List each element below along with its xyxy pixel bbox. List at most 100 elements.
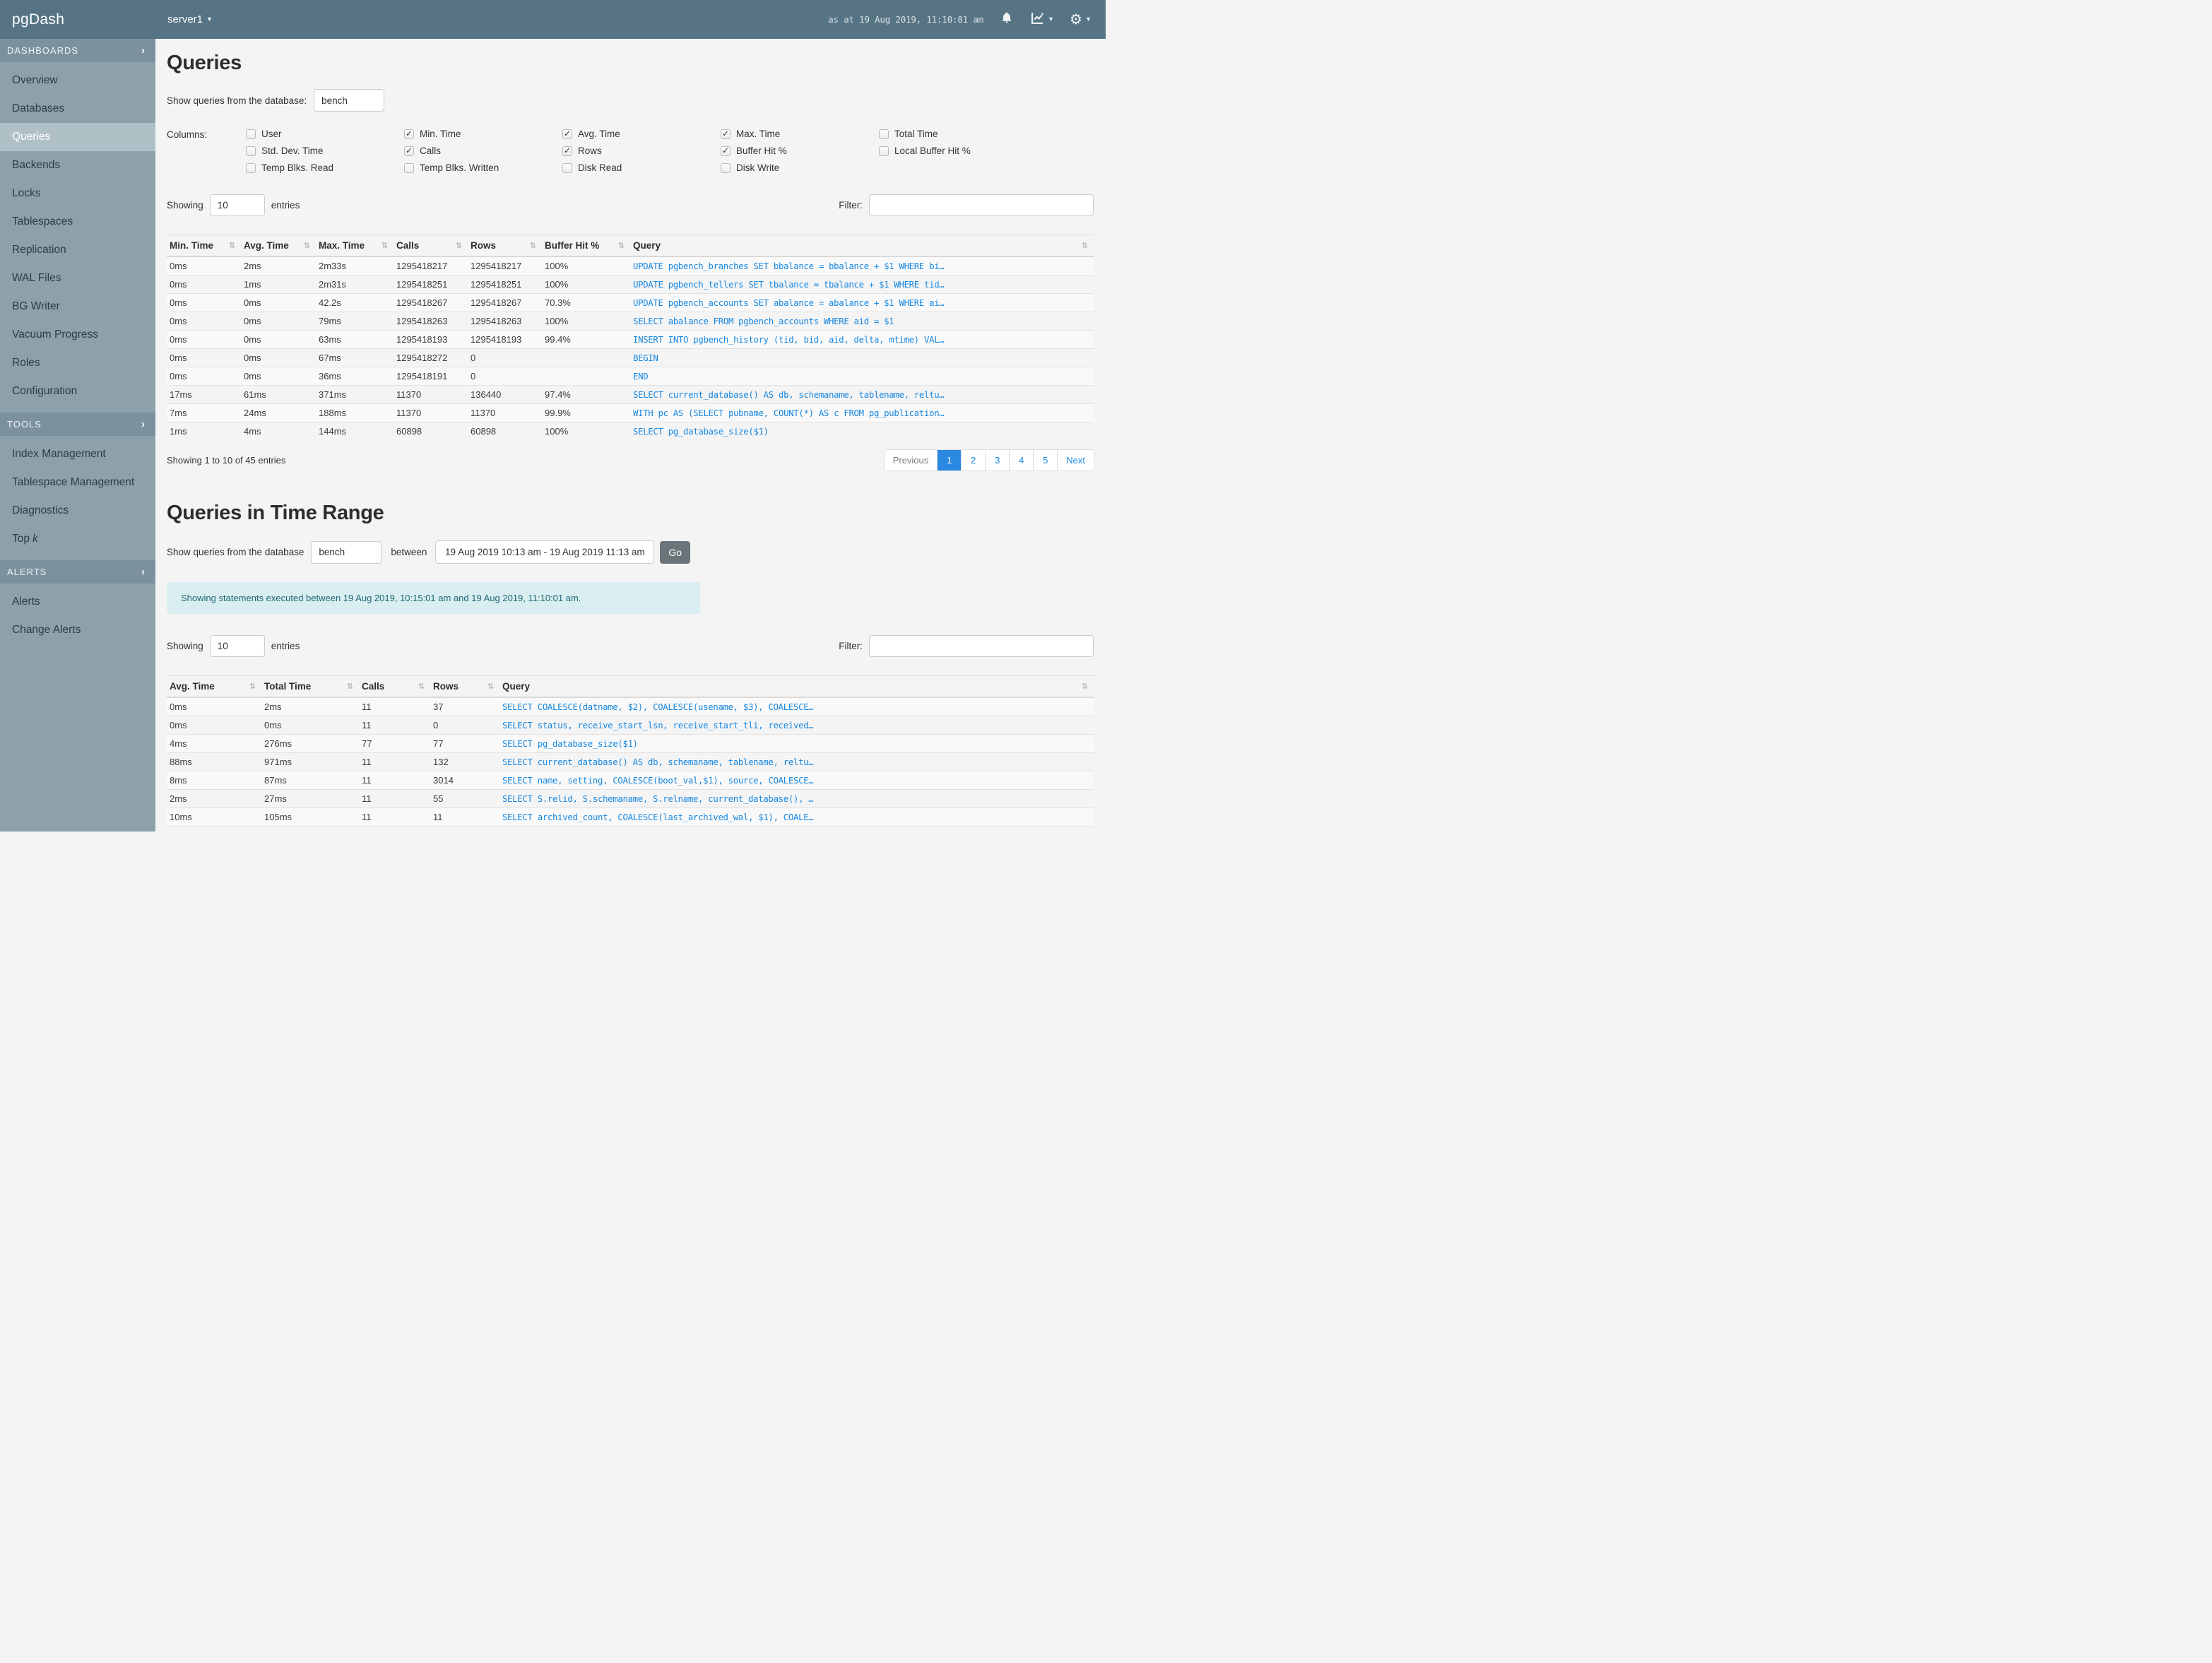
query-link[interactable]: SELECT pg_database_size($1) [502,739,638,749]
sort-icon[interactable]: ⇅ [249,682,256,691]
checkbox-unchecked-icon[interactable] [562,162,572,173]
sidebar-section-tools[interactable]: TOOLS › [0,413,155,436]
column-toggle-temp-blks-written[interactable]: Temp Blks. Written [404,162,562,173]
query-link[interactable]: UPDATE pgbench_accounts SET abalance = a… [633,298,945,308]
column-header-min-time[interactable]: Min. Time ⇅ [167,235,241,257]
column-toggle-disk-write[interactable]: Disk Write [721,162,879,173]
query-link[interactable]: SELECT archived_count, COALESCE(last_arc… [502,812,814,822]
column-toggle-rows[interactable]: Rows [562,146,721,156]
sort-icon[interactable]: ⇅ [418,682,425,691]
database-input-2[interactable] [311,540,382,564]
settings-menu-button[interactable]: ⚙ ▾ [1070,13,1090,27]
query-link[interactable]: SELECT status, receive_start_lsn, receiv… [502,721,814,730]
pagination-next[interactable]: Next [1058,450,1094,471]
sidebar-item-top-k[interactable]: Top k [12,533,38,545]
checkbox-unchecked-icon[interactable] [246,162,256,173]
checkbox-unchecked-icon[interactable] [246,129,256,139]
column-toggle-max-time[interactable]: Max. Time [721,129,879,139]
charts-menu-button[interactable]: ▾ [1030,11,1053,29]
checkbox-unchecked-icon[interactable] [879,129,889,139]
sidebar-item-queries[interactable]: Queries [0,123,155,151]
column-header-max-time[interactable]: Max. Time ⇅ [316,235,394,257]
query-link[interactable]: UPDATE pgbench_branches SET bbalance = b… [633,261,945,271]
query-link[interactable]: SELECT S.relid, S.schemaname, S.relname,… [502,794,814,804]
server-selector[interactable]: server1 ▾ [167,13,211,25]
sidebar-item-wal-files[interactable]: WAL Files [12,272,61,284]
column-toggle-avg-time[interactable]: Avg. Time [562,129,721,139]
checkbox-unchecked-icon[interactable] [404,162,414,173]
query-link[interactable]: SELECT current_database() AS db, scheman… [633,390,945,400]
query-link[interactable]: INSERT INTO pgbench_history (tid, bid, a… [633,335,945,345]
sort-icon[interactable]: ⇅ [529,242,536,250]
sidebar-item-bg-writer[interactable]: BG Writer [12,300,60,312]
filter-input[interactable] [869,194,1094,216]
query-link[interactable]: END [633,372,649,381]
pagination-page-4[interactable]: 4 [1010,450,1034,471]
sidebar-item-tablespace-management[interactable]: Tablespace Management [12,476,135,488]
checkbox-checked-icon[interactable] [562,146,572,156]
checkbox-checked-icon[interactable] [562,129,572,139]
sort-icon[interactable]: ⇅ [228,242,235,250]
column-toggle-calls[interactable]: Calls [404,146,562,156]
sidebar-section-dashboards[interactable]: DASHBOARDS › [0,39,155,62]
sort-icon[interactable]: ⇅ [346,682,353,691]
sort-icon[interactable]: ⇅ [487,682,494,691]
pagination-page-1[interactable]: 1 [938,450,962,471]
sidebar-item-databases[interactable]: Databases [12,102,65,114]
query-link[interactable]: SELECT current_database() AS db, scheman… [502,757,814,767]
pagination-page-5[interactable]: 5 [1034,450,1058,471]
checkbox-checked-icon[interactable] [721,146,731,156]
column-toggle-buffer-hit[interactable]: Buffer Hit % [721,146,879,156]
query-link[interactable]: SELECT COALESCE(datname, $2), COALESCE(u… [502,702,814,712]
sort-icon[interactable]: ⇅ [303,242,310,250]
sort-icon[interactable]: ⇅ [617,242,625,250]
column-header-calls[interactable]: Calls ⇅ [359,675,430,698]
column-toggle-disk-read[interactable]: Disk Read [562,162,721,173]
database-input[interactable] [314,89,385,112]
column-header-rows[interactable]: Rows ⇅ [430,675,499,698]
checkbox-unchecked-icon[interactable] [721,162,731,173]
sort-icon[interactable]: ⇅ [1081,682,1088,691]
query-link[interactable]: SELECT pg_database_size($1) [633,427,769,437]
entries-count-input[interactable] [209,194,265,216]
filter-input-2[interactable] [869,635,1094,657]
sort-icon[interactable]: ⇅ [455,242,462,250]
column-toggle-total-time[interactable]: Total Time [879,129,1037,139]
checkbox-unchecked-icon[interactable] [879,146,889,156]
column-toggle-std-dev-time[interactable]: Std. Dev. Time [246,146,404,156]
entries-count-input-2[interactable] [209,635,265,657]
checkbox-checked-icon[interactable] [404,146,414,156]
sidebar-item-backends[interactable]: Backends [12,159,61,171]
column-header-calls[interactable]: Calls ⇅ [394,235,468,257]
checkbox-checked-icon[interactable] [721,129,731,139]
sidebar-item-diagnostics[interactable]: Diagnostics [12,504,69,516]
column-header-avg-time[interactable]: Avg. Time ⇅ [167,675,261,698]
column-header-query[interactable]: Query ⇅ [630,235,1094,257]
sidebar-section-alerts[interactable]: ALERTS › [0,560,155,584]
query-link[interactable]: SELECT abalance FROM pgbench_accounts WH… [633,316,894,326]
sidebar-item-configuration[interactable]: Configuration [12,385,78,397]
column-header-avg-time[interactable]: Avg. Time ⇅ [241,235,316,257]
go-button[interactable]: Go [660,540,691,564]
sidebar-item-overview[interactable]: Overview [12,74,58,86]
sidebar-item-roles[interactable]: Roles [12,357,40,369]
checkbox-unchecked-icon[interactable] [246,146,256,156]
sort-icon[interactable]: ⇅ [381,242,388,250]
sidebar-item-replication[interactable]: Replication [12,244,66,256]
column-header-total-time[interactable]: Total Time ⇅ [261,675,359,698]
time-range-input[interactable] [435,540,655,564]
column-toggle-local-buffer-hit[interactable]: Local Buffer Hit % [879,146,1037,156]
column-toggle-temp-blks-read[interactable]: Temp Blks. Read [246,162,404,173]
column-toggle-min-time[interactable]: Min. Time [404,129,562,139]
pagination-page-3[interactable]: 3 [986,450,1010,471]
column-header-query[interactable]: Query ⇅ [499,675,1094,698]
sidebar-item-vacuum-progress[interactable]: Vacuum Progress [12,329,99,341]
pagination-page-2[interactable]: 2 [962,450,986,471]
sidebar-item-change-alerts[interactable]: Change Alerts [12,624,81,636]
column-header-rows[interactable]: Rows ⇅ [468,235,542,257]
sidebar-item-tablespaces[interactable]: Tablespaces [12,215,73,227]
sidebar-item-alerts[interactable]: Alerts [12,596,40,608]
query-link[interactable]: WITH pc AS (SELECT pubname, COUNT(*) AS … [633,408,945,418]
sidebar-item-locks[interactable]: Locks [12,187,41,199]
query-link[interactable]: UPDATE pgbench_tellers SET tbalance = tb… [633,280,945,290]
